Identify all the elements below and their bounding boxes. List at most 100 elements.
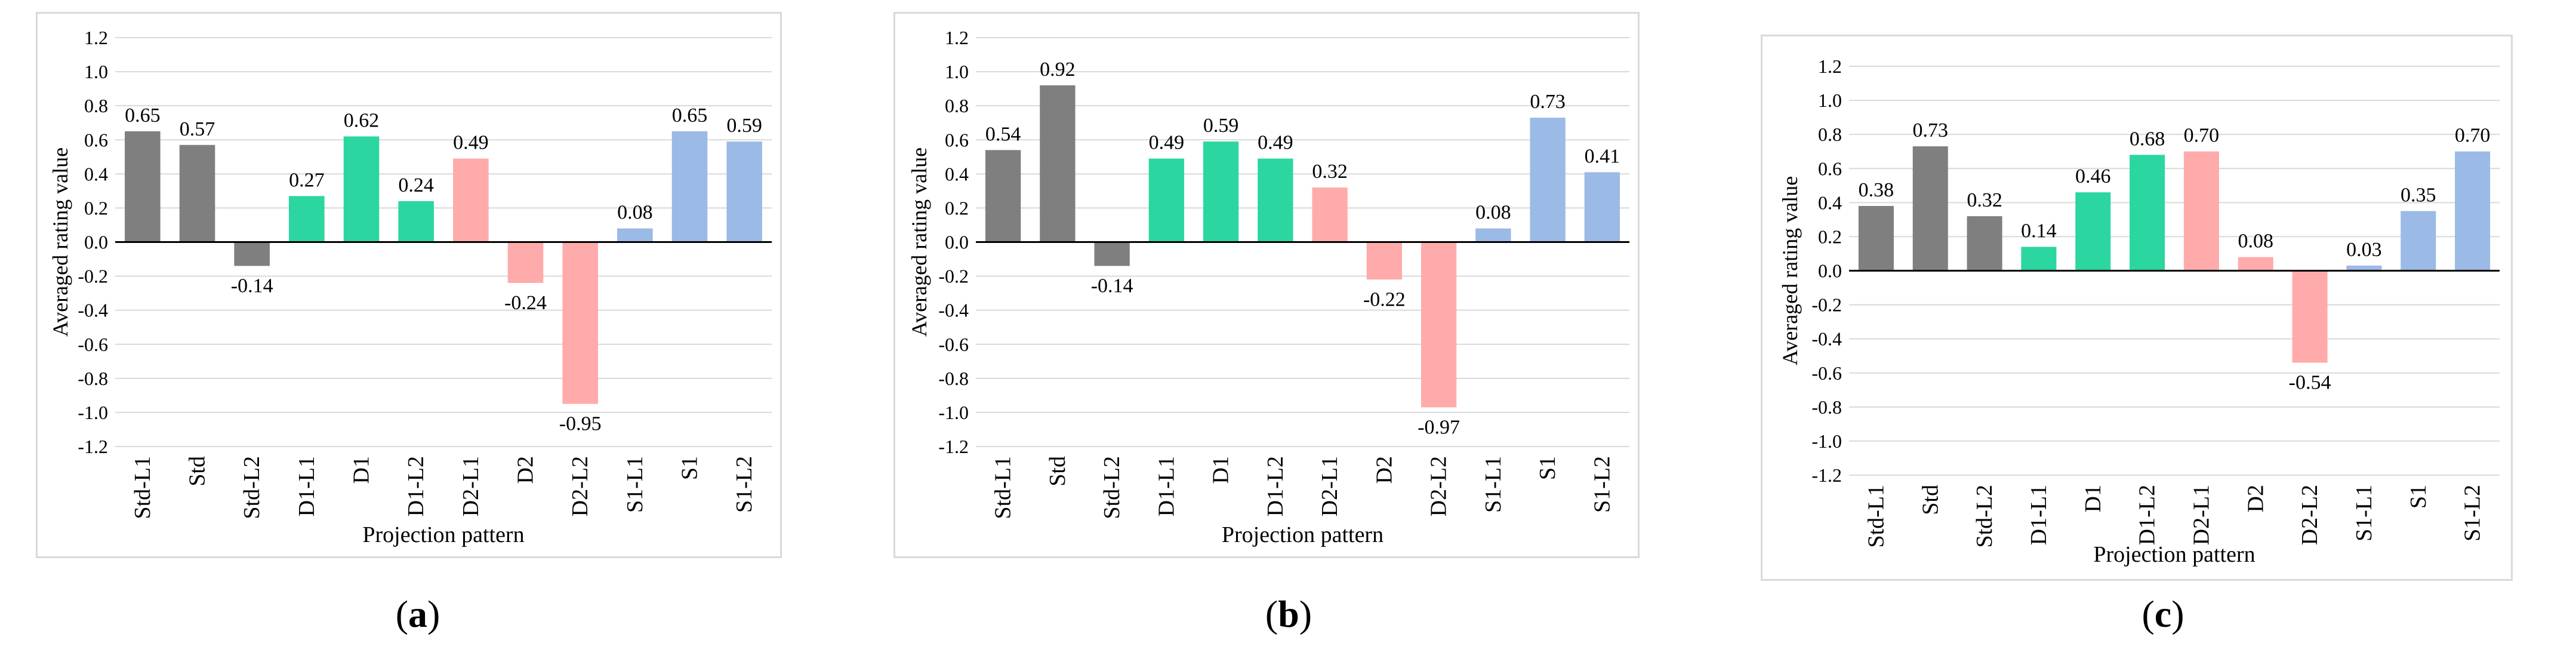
data-label: -0.95: [559, 413, 602, 435]
x-tick-label: S1-L2: [2460, 485, 2485, 541]
bar-d1-l1: [1148, 158, 1185, 242]
data-label: 0.62: [344, 110, 380, 132]
x-tick-label: S1-L1: [623, 456, 648, 513]
chart-b: -1.2 -1.0 -0.8 -0.6 -0.4 -0.2 0.0 0.2 0.4 0.6 0.8 1…: [907, 27, 1629, 547]
bar-s1-l2: [1584, 172, 1620, 242]
y-tick-label: -0.2: [938, 266, 969, 287]
data-label: 0.73: [1913, 119, 1949, 141]
data-label: 0.57: [180, 118, 215, 140]
data-label: 0.49: [1149, 132, 1185, 154]
bar-d2: [507, 242, 544, 283]
data-label: 0.65: [672, 104, 708, 127]
y-tick-label: 0.2: [84, 197, 108, 218]
data-label: 0.46: [2075, 165, 2111, 187]
x-tick-label: D1-L1: [294, 456, 319, 516]
y-tick-label: 0.4: [945, 163, 969, 184]
y-tick-label: 1.2: [945, 27, 969, 48]
data-label: 0.65: [125, 104, 160, 127]
x-tick-label: D1: [1209, 456, 1234, 484]
bar-d2-l1: [1312, 187, 1348, 242]
data-label: 0.08: [617, 202, 653, 224]
bar-d1-l1: [289, 196, 325, 242]
data-label: 0.08: [1475, 202, 1511, 224]
caption-letter-c: c: [2154, 593, 2172, 635]
bar-s1-l1: [617, 228, 653, 242]
y-tick-label: -0.2: [1811, 294, 1842, 316]
x-tick-label: S1-L1: [1481, 456, 1506, 513]
y-tick-label: -0.8: [938, 368, 969, 389]
data-label: 0.59: [726, 115, 762, 137]
bar-std-l2: [234, 242, 270, 266]
x-tick-label: S1: [1535, 456, 1560, 480]
x-tick-label: D1-L2: [1263, 456, 1288, 516]
y-tick-label: 0.2: [1818, 226, 1842, 247]
data-label: 0.73: [1530, 91, 1566, 113]
data-label: 0.24: [398, 174, 434, 196]
y-tick-label: -0.6: [78, 334, 108, 355]
y-tick-label: -0.6: [1811, 362, 1842, 384]
y-tick-label: -0.2: [78, 266, 108, 287]
bar-d2-l2: [1421, 242, 1457, 408]
bar-d2-l1: [2183, 151, 2219, 271]
x-tick-label: S1: [2406, 485, 2431, 509]
x-tick-label: D2-L1: [1317, 456, 1342, 516]
data-label: 0.27: [289, 169, 325, 191]
caption-letter-a: a: [408, 593, 427, 635]
y-axis-title: Averaged rating value: [1778, 176, 1802, 365]
data-label: 0.49: [1258, 132, 1293, 154]
caption-a: (a): [395, 593, 440, 635]
y-tick-label: -1.0: [78, 402, 108, 423]
bar-d2-l1: [453, 158, 489, 242]
y-tick-label: 1.2: [1818, 56, 1842, 77]
y-tick-label: -0.6: [938, 334, 969, 355]
y-tick-label: 0.6: [84, 129, 108, 150]
bar-d1-l2: [398, 201, 434, 242]
data-label: -0.22: [1363, 288, 1406, 310]
bar-std: [1912, 146, 1948, 271]
y-tick-label: -1.0: [1811, 430, 1842, 452]
bar-std: [1040, 85, 1076, 242]
bar-std-l2: [1967, 216, 2002, 271]
x-tick-label: D2-L2: [568, 456, 593, 516]
y-tick-label: 0.4: [84, 163, 108, 184]
x-tick-label: D2: [1372, 456, 1397, 484]
bar-s1-l2: [2455, 151, 2491, 271]
data-label: 0.08: [2238, 230, 2274, 252]
x-tick-label: D1: [349, 456, 374, 484]
bar-s1: [2401, 211, 2436, 271]
bar-s1-l1: [2346, 265, 2382, 271]
data-label: -0.54: [2289, 372, 2331, 394]
bar-s1-l1: [1475, 228, 1511, 242]
caption-c: (c): [2141, 593, 2184, 635]
chart-frame-b: -1.2 -1.0 -0.8 -0.6 -0.4 -0.2 0.0 0.2 0.4 0.6 0.8 1…: [893, 12, 1640, 558]
data-label: 0.03: [2346, 239, 2382, 261]
bar-d2-l2: [2292, 270, 2328, 363]
data-label: 0.49: [453, 132, 489, 154]
bar-d1-l1: [2021, 247, 2057, 271]
data-label: 0.70: [2184, 125, 2220, 147]
data-label: 0.54: [985, 123, 1021, 145]
data-label: -0.14: [1091, 275, 1133, 297]
data-label: 0.35: [2401, 184, 2436, 207]
y-tick-label: -0.4: [938, 300, 969, 321]
y-tick-label: -1.2: [938, 436, 969, 457]
x-tick-label: Std-L1: [130, 456, 155, 519]
bar-std-l1: [1858, 206, 1894, 271]
x-tick-label: S1: [677, 456, 702, 480]
x-tick-label: Std-L2: [1972, 485, 1997, 548]
x-axis-title: Projection pattern: [362, 522, 524, 547]
x-tick-label: Std: [1918, 485, 1943, 515]
y-tick-label: 0.8: [945, 95, 969, 116]
x-tick-label: D2: [513, 456, 538, 484]
x-tick-label: S1-L2: [1589, 456, 1614, 513]
y-tick-label: 0.6: [1818, 158, 1842, 179]
y-tick-label: 0.2: [945, 197, 969, 218]
x-tick-label: S1-L2: [732, 456, 757, 513]
y-tick-label: -1.2: [1811, 464, 1842, 486]
y-tick-label: 1.0: [84, 61, 108, 82]
data-label: -0.97: [1418, 416, 1460, 438]
bar-d1-l2: [1258, 158, 1293, 242]
data-label: 0.32: [1967, 189, 2002, 211]
y-tick-label: -0.8: [1811, 396, 1842, 418]
